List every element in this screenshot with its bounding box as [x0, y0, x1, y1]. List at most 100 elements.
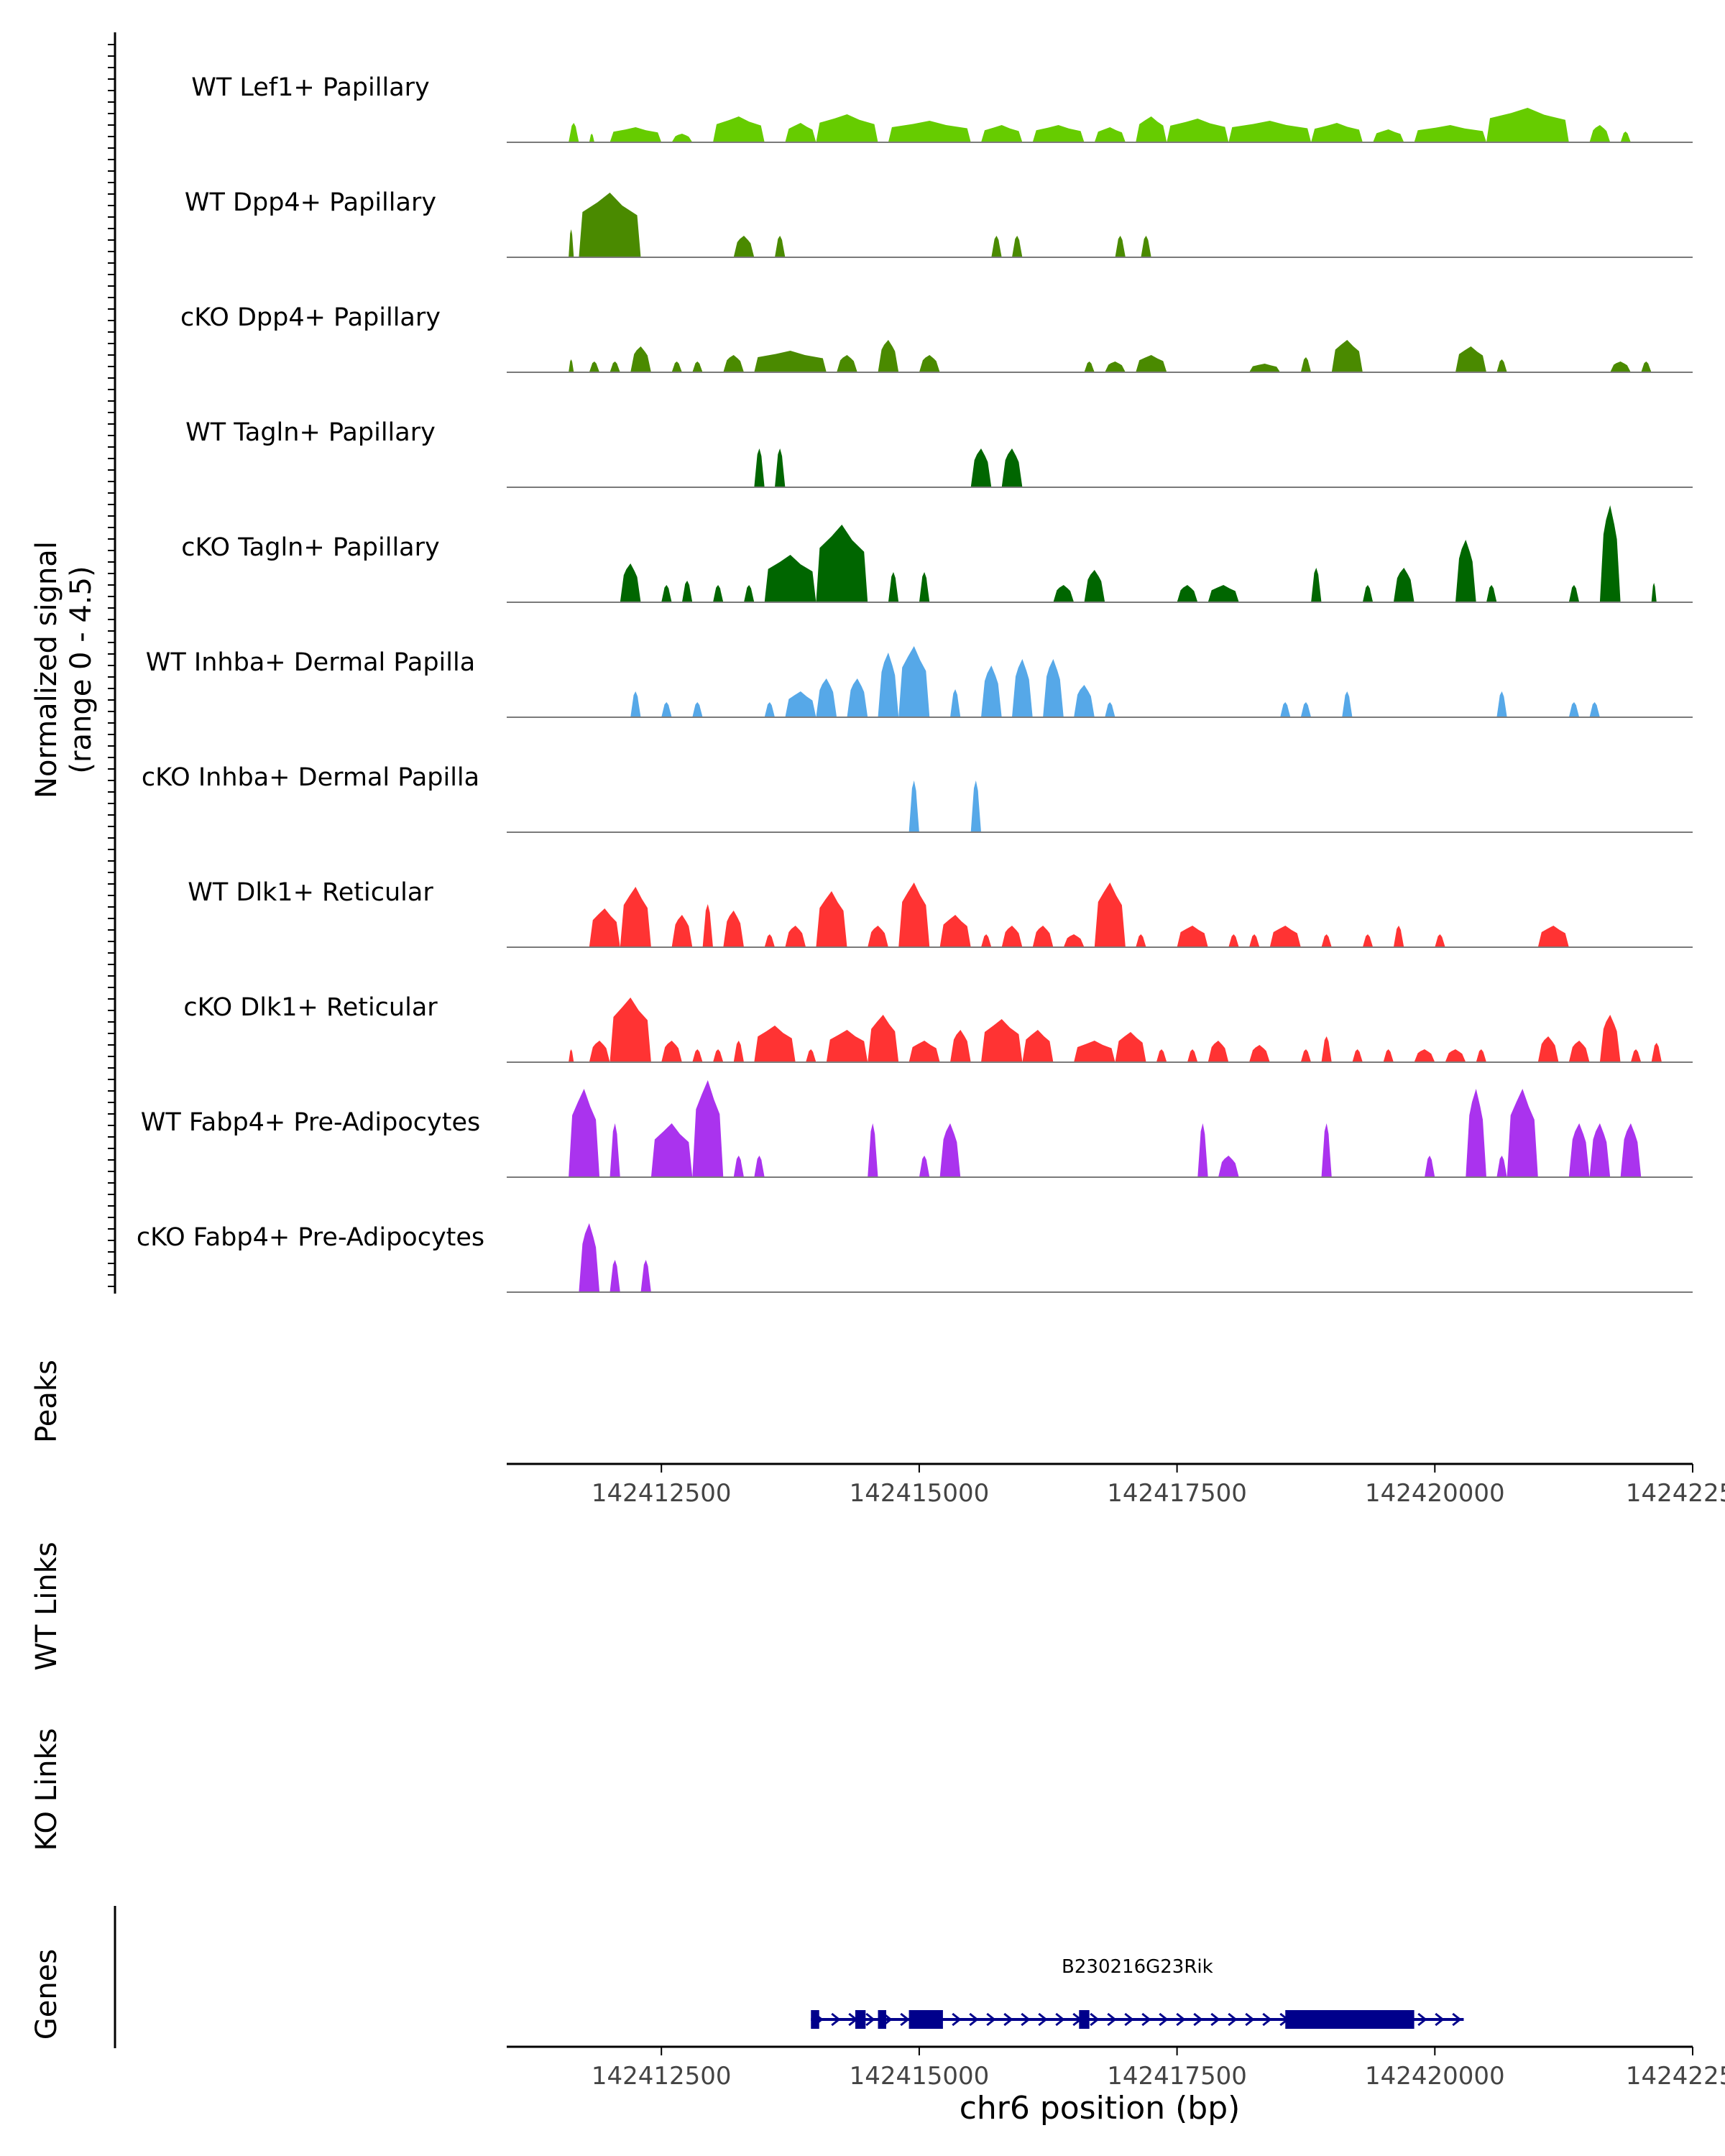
coverage-peak: [1094, 883, 1126, 947]
strand-arrow: [1159, 2012, 1169, 2027]
coverage-peak: [1496, 691, 1507, 717]
coverage-peak: [898, 646, 930, 717]
coverage-peak: [1249, 934, 1260, 947]
strand-arrow: [865, 2012, 875, 2027]
coverage-peak: [1249, 364, 1281, 372]
strand-arrow: [1262, 2012, 1272, 2027]
strand-arrow: [1141, 2012, 1151, 2027]
coverage-peak: [569, 229, 574, 257]
coverage-peak: [1362, 585, 1374, 602]
track-8: WT Dlk1+ Reticular: [188, 878, 1693, 948]
coverage-peak: [671, 134, 693, 142]
coverage-peak: [1177, 926, 1208, 947]
coverage-peak: [764, 555, 816, 602]
coverage-peak: [723, 355, 744, 372]
coverage-peak: [981, 125, 1023, 142]
coverage-peak: [610, 127, 662, 142]
coverage-peak: [1208, 585, 1239, 602]
coverage-peak: [1249, 1045, 1270, 1062]
coverage-peak: [589, 1041, 610, 1062]
coverage-peak: [1218, 1156, 1239, 1177]
coverage-peak: [1115, 236, 1126, 257]
track-4: WT Tagln+ Papillary: [185, 418, 1693, 488]
coverage-peak: [908, 780, 919, 832]
coverage-peak: [1001, 448, 1023, 487]
coverage-peak: [775, 448, 786, 487]
coverage-peak: [1599, 505, 1621, 602]
strand-arrow: [1417, 2012, 1427, 2027]
coverage-peak: [1641, 361, 1652, 372]
x-tick-label: 142415000: [850, 1479, 990, 1508]
coverage-peak: [1136, 116, 1167, 142]
coverage-peak: [671, 361, 682, 372]
coverage-peak: [1063, 934, 1085, 947]
coverage-peak: [610, 1260, 620, 1292]
x-tick-label: 142420000: [1365, 1479, 1505, 1508]
coverage-peak: [1269, 926, 1301, 947]
coverage-peak: [1043, 659, 1064, 717]
x-tick-label: 142412500: [592, 2062, 732, 2091]
coverage-peak: [1197, 1123, 1208, 1177]
coverage-peak: [681, 581, 693, 602]
coverage-peak: [713, 1049, 724, 1062]
x-tick-label: 142415000: [850, 2062, 990, 2091]
coverage-peak: [1105, 702, 1116, 717]
coverage-peak: [1599, 1015, 1621, 1062]
coverage-peak: [1352, 1049, 1363, 1062]
coverage-peak: [1425, 1156, 1435, 1177]
gene-exon: [1079, 2010, 1090, 2029]
coverage-peak: [1506, 1089, 1538, 1177]
strand-arrow: [986, 2012, 996, 2027]
coverage-peak: [888, 572, 899, 602]
coverage-peak: [630, 691, 641, 717]
coverage-peak: [950, 1030, 971, 1062]
coverage-peak: [1012, 236, 1023, 257]
coverage-peak: [950, 689, 961, 717]
track-label: WT Dpp4+ Papillary: [185, 188, 436, 217]
coverage-peak: [939, 915, 971, 947]
coverage-peak: [1414, 1049, 1435, 1062]
coverage-peak: [1476, 1049, 1486, 1062]
coverage-peak: [1568, 1041, 1590, 1062]
coverage-peak: [1393, 926, 1404, 947]
coverage-peak: [1321, 934, 1332, 947]
coverage-peak: [1435, 934, 1445, 947]
x-axis-label: chr6 position (bp): [960, 2090, 1241, 2127]
track-6: WT Inhba+ Dermal Papilla: [146, 646, 1693, 718]
track-label: cKO Dlk1+ Reticular: [183, 993, 438, 1022]
track-label: cKO Tagln+ Papillary: [181, 533, 440, 562]
strand-arrow: [1038, 2012, 1048, 2027]
coverage-peak: [908, 1041, 940, 1062]
coverage-peak: [847, 678, 868, 717]
peaks-x-axis: 142412500 142415000 142417500 142420000 1424…: [507, 1462, 1725, 1508]
strand-arrow: [900, 2012, 910, 2027]
coverage-peak: [1620, 132, 1631, 142]
coverage-peak: [970, 448, 992, 487]
coverage-peak: [1053, 585, 1075, 602]
coverage-peak: [723, 911, 744, 947]
coverage-peak: [1455, 346, 1486, 372]
strand-arrow: [1124, 2012, 1134, 2027]
coverage-peak: [764, 702, 775, 717]
coverage-peak: [733, 1041, 744, 1062]
strand-arrow: [831, 2012, 841, 2027]
x-tick-label: 1424225(0: [1626, 1479, 1725, 1508]
coverage-peak: [1136, 355, 1167, 372]
strand-arrow: [1176, 2012, 1186, 2027]
coverage-peak: [1136, 934, 1146, 947]
coverage-peak: [692, 361, 703, 372]
coverage-peak: [1032, 926, 1054, 947]
coverage-peak: [816, 114, 878, 142]
coverage-peak: [1393, 568, 1414, 602]
strand-arrow: [1452, 2012, 1462, 2027]
x-tick-label: 142420000: [1365, 2062, 1505, 2091]
coverage-peak: [1445, 1049, 1466, 1062]
coverage-peak: [1228, 121, 1312, 142]
coverage-peak: [816, 891, 847, 947]
coverage-peak: [970, 780, 981, 832]
coverage-peak: [991, 236, 1002, 257]
coverage-tracks: WT Lef1+ Papillary WT Dpp4+ Papillary cKO …: [137, 73, 1693, 1293]
strand-arrow: [1021, 2012, 1031, 2027]
track-10: WT Fabp4+ Pre-Adipocytes: [141, 1080, 1693, 1178]
coverage-peak: [692, 1049, 703, 1062]
